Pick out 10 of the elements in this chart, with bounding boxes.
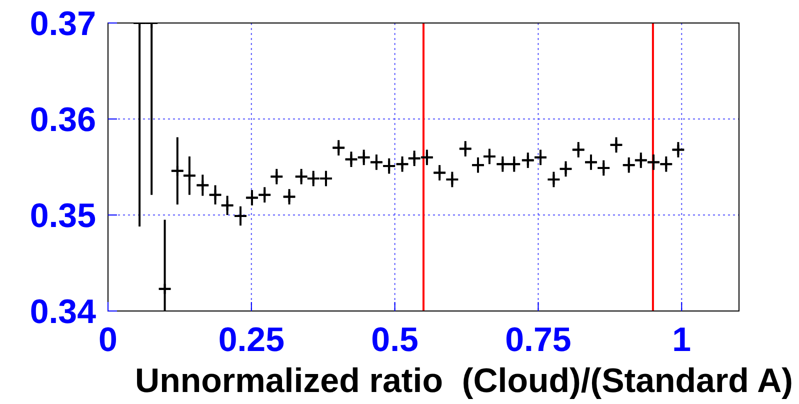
- y-tick-label: 0.37: [30, 4, 96, 43]
- x-tick-label: 0.5: [371, 321, 418, 359]
- x-tick-label: 0.75: [505, 321, 572, 359]
- y-tick-label: 0.36: [30, 100, 96, 139]
- x-tick-label: 1: [672, 321, 692, 359]
- x-axis-title: Unnormalized ratio (Cloud)/(Standard A): [135, 362, 793, 400]
- x-tick-label: 0: [98, 321, 118, 359]
- x-tick-label: 0.25: [218, 321, 285, 359]
- y-tick-label: 0.34: [30, 292, 96, 331]
- y-tick-label: 0.35: [30, 196, 96, 235]
